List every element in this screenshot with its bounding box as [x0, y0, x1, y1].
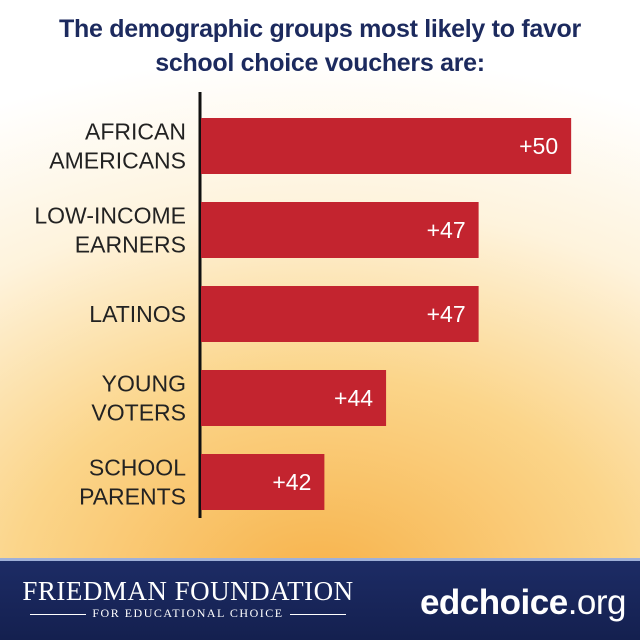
- subtitle-rule-left: [30, 613, 87, 615]
- value-labels-group: +50 +47 +47 +44 +42: [272, 133, 558, 495]
- foundation-subtitle-text: FOR EDUCATIONAL CHOICE: [92, 606, 284, 620]
- bar-1: [201, 202, 479, 258]
- category-label-4-line-1: PARENTS: [79, 484, 186, 510]
- chart-title-line-2: school choice vouchers are:: [155, 49, 485, 77]
- footer-bar: [0, 558, 640, 640]
- bar-0: [201, 118, 572, 174]
- bar-4: [201, 454, 325, 510]
- chart-title: The demographic groups most likely to fa…: [0, 12, 640, 80]
- footer-divider: [0, 558, 640, 561]
- bar-3: [201, 370, 387, 426]
- chart-title-line-1: The demographic groups most likely to fa…: [59, 15, 581, 43]
- bar-2: [201, 286, 479, 342]
- value-label-2: +47: [427, 301, 466, 327]
- value-label-0: +50: [519, 133, 558, 159]
- category-label-3-line-1: VOTERS: [91, 400, 186, 426]
- category-label-3-line-0: YOUNG: [102, 371, 186, 397]
- foundation-logo-subtitle: FOR EDUCATIONAL CHOICE: [18, 606, 358, 621]
- value-label-1: +47: [427, 217, 466, 243]
- category-label-1-line-0: LOW-INCOME: [34, 203, 186, 229]
- category-label-0-line-0: AFRICAN: [85, 119, 186, 145]
- subtitle-rule-right: [289, 613, 346, 615]
- category-labels-group: AFRICAN AMERICANS LOW-INCOME EARNERS LATINOS…: [34, 119, 186, 510]
- website-tld: .org: [567, 583, 627, 622]
- category-label-0-line-1: AMERICANS: [49, 148, 186, 174]
- category-label-2-line-0: LATINOS: [89, 301, 186, 327]
- category-label-1-line-1: EARNERS: [75, 232, 186, 258]
- foundation-logo-name: FRIEDMAN FOUNDATION: [22, 576, 354, 606]
- bar-chart: AFRICAN AMERICANS LOW-INCOME EARNERS LATINOS…: [34, 92, 572, 518]
- value-label-4: +42: [272, 469, 311, 495]
- website-name: edchoice: [419, 583, 568, 622]
- category-label-4-line-0: SCHOOL: [89, 455, 186, 481]
- value-label-3: +44: [334, 385, 373, 411]
- website-link[interactable]: edchoice.org: [419, 583, 627, 623]
- bars-group: [201, 118, 572, 510]
